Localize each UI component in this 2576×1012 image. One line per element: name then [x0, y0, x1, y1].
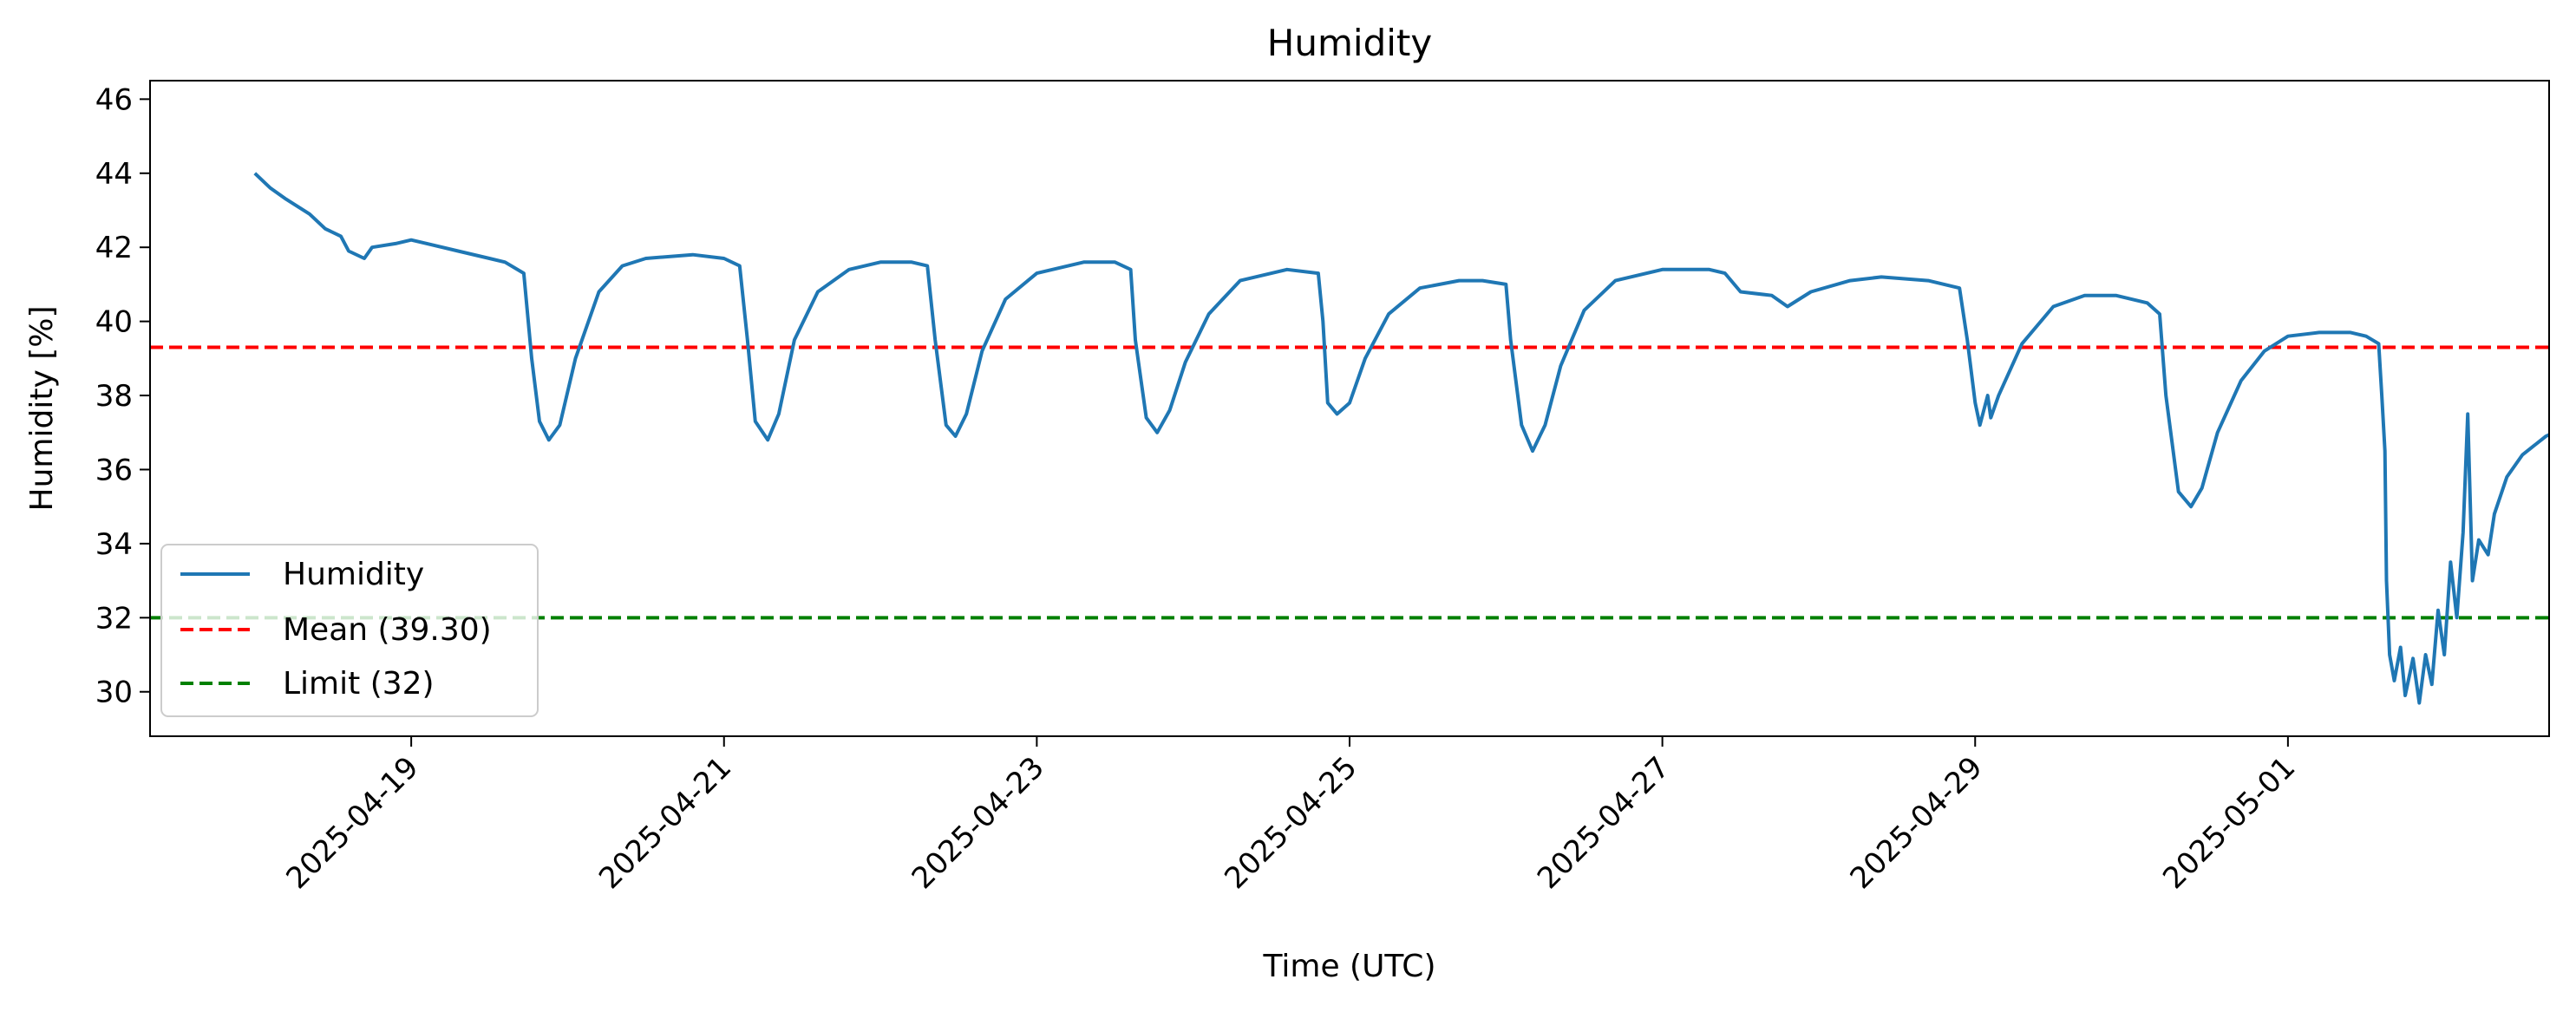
x-tick-label: 2025-04-23 [906, 750, 1051, 896]
x-axis-label: Time (UTC) [1262, 949, 1435, 984]
legend-label-mean: Mean (39.30) [283, 612, 492, 648]
legend: Humidity Mean (39.30) Limit (32) [160, 544, 539, 717]
plot-area [150, 172, 2549, 705]
x-tick-label: 2025-04-19 [279, 750, 425, 896]
x-tick-label: 2025-04-29 [1844, 750, 1990, 896]
y-tick-label: 32 [95, 601, 133, 636]
y-tick-label: 38 [95, 379, 133, 414]
y-axis-label: Humidity [%] [24, 306, 60, 512]
series-line-humidity [253, 172, 2549, 705]
x-tick-label: 2025-05-01 [2156, 750, 2302, 896]
x-tick-label: 2025-04-27 [1531, 750, 1677, 896]
y-tick-label: 42 [95, 231, 133, 265]
y-tick-label: 44 [95, 157, 133, 192]
y-tick-label: 40 [95, 305, 133, 340]
x-tick-label: 2025-04-21 [592, 750, 738, 896]
y-tick-label: 46 [95, 82, 133, 117]
legend-box [160, 544, 539, 717]
y-tick-label: 36 [95, 453, 133, 487]
y-axis: 30 32 34 36 38 40 42 44 46 [95, 82, 150, 710]
chart-title: Humidity [1267, 22, 1432, 64]
x-tick-label: 2025-04-25 [1218, 750, 1363, 896]
y-tick-label: 30 [95, 676, 133, 710]
y-tick-label: 34 [95, 527, 133, 562]
legend-label-humidity: Humidity [283, 557, 424, 592]
legend-label-limit: Limit (32) [283, 666, 435, 702]
x-axis: 2025-04-19 2025-04-21 2025-04-23 2025-04-25… [279, 736, 2302, 896]
